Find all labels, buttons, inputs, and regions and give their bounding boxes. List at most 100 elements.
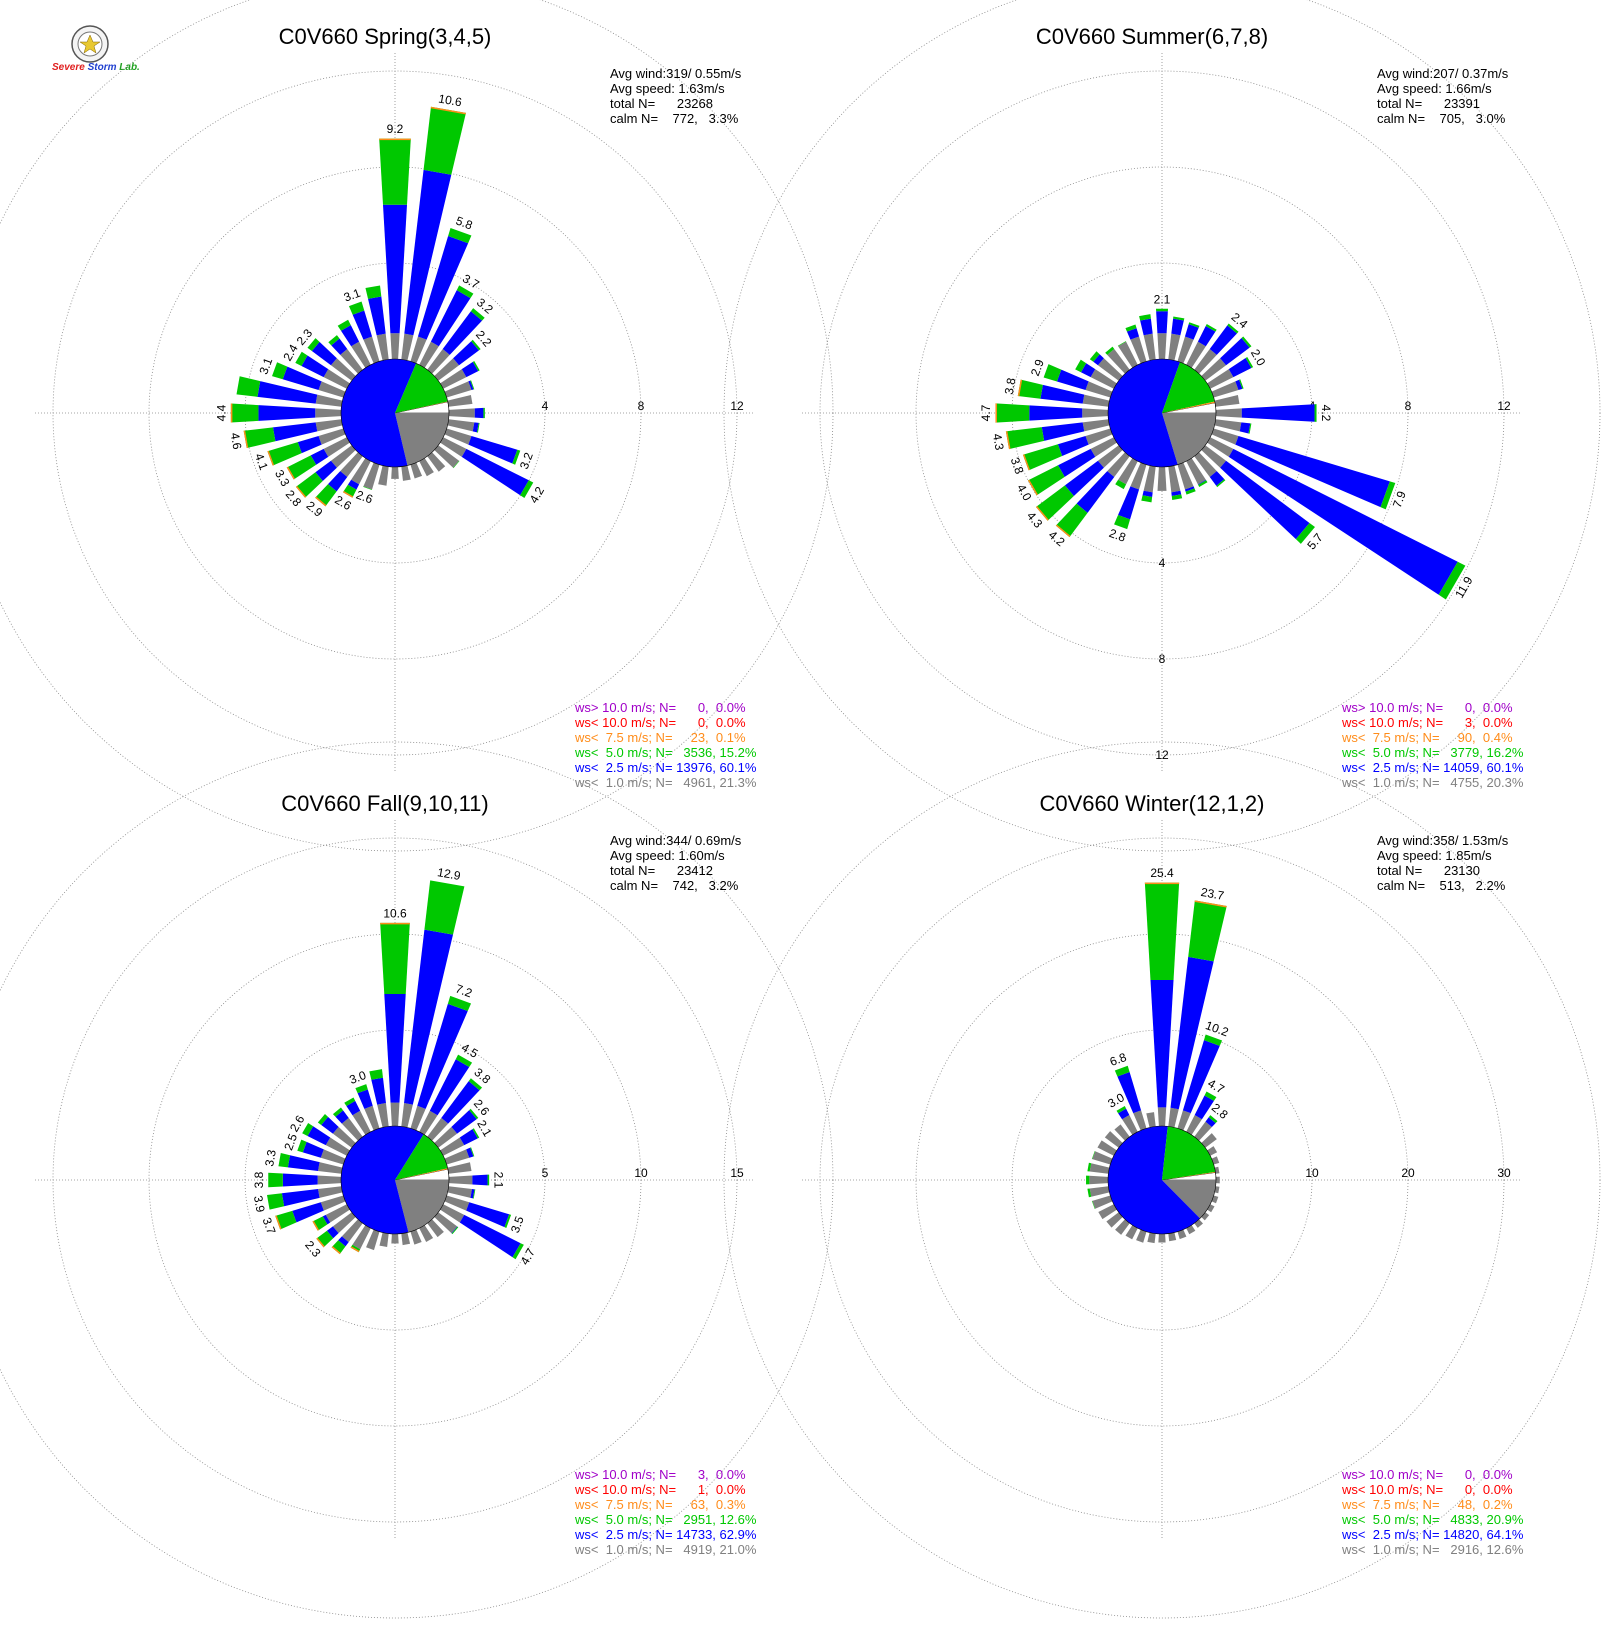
- bar-segment-green: [469, 1108, 479, 1120]
- bar-value-label: 10.6: [383, 906, 407, 920]
- bar-segment-calm: [444, 1149, 470, 1165]
- stat-line: total N= 23268: [610, 96, 713, 111]
- ring-label: 30: [1497, 1166, 1511, 1180]
- legend-entry: ws< 10.0 m/s; N= 0, 0.0%: [1341, 1482, 1513, 1497]
- bar-segment-blue: [461, 448, 529, 496]
- stat-line: total N= 23130: [1377, 863, 1480, 878]
- bar-value-label: 4.1: [252, 451, 271, 472]
- bar-segment-calm: [1168, 1232, 1177, 1242]
- bar-segment-calm: [1097, 1140, 1117, 1156]
- bar-segment-calm: [391, 1233, 399, 1244]
- bar-segment-calm: [1114, 1124, 1130, 1141]
- bar-value-label: 23.7: [1200, 885, 1226, 903]
- bar-segment-green: [332, 1107, 344, 1117]
- bar-segment-orange: [1035, 506, 1049, 521]
- bar-segment-blue: [315, 460, 337, 482]
- bar-value-label: 3.8: [252, 1171, 266, 1188]
- bar-segment-blue: [1057, 435, 1089, 457]
- bar-segment-blue: [1241, 404, 1315, 422]
- bar-segment-calm: [377, 1103, 389, 1128]
- bar-segment-calm: [1186, 1225, 1196, 1235]
- bar-segment-green: [1089, 351, 1100, 362]
- bar-segment-calm: [434, 358, 460, 381]
- bar-segment-calm: [1215, 1176, 1220, 1184]
- bar-segment-calm: [1201, 1212, 1210, 1221]
- bar-segment-calm: [1215, 408, 1242, 418]
- grid-ring: [1011, 1029, 1313, 1331]
- bar-segment-calm: [1107, 348, 1130, 374]
- bar-segment-blue: [459, 1129, 478, 1146]
- bar-segment-calm: [390, 1102, 400, 1127]
- bar-segment-calm: [332, 1126, 356, 1148]
- bar-segment-calm: [1090, 437, 1117, 457]
- bar-segment-calm: [1089, 1186, 1110, 1197]
- bar-segment-green: [1027, 465, 1065, 496]
- bar-segment-blue: [1239, 422, 1251, 434]
- bar-segment-calm: [1118, 458, 1138, 485]
- bar-segment-blue: [352, 310, 373, 340]
- bar-value-label: 3.2: [517, 450, 536, 471]
- bar-segment-green: [317, 1113, 329, 1126]
- bar-segment-green: [331, 1240, 346, 1255]
- bar-segment-calm: [427, 348, 450, 374]
- bar-value-label: 3.3: [262, 1148, 279, 1167]
- bar-segment-green: [1295, 522, 1315, 544]
- bar-segment-blue: [429, 1059, 470, 1116]
- pie-slice-gray: [395, 1180, 449, 1233]
- bar-segment-green: [363, 486, 373, 491]
- bar-segment-green: [1173, 316, 1185, 321]
- bar-segment-calm: [1097, 358, 1123, 381]
- legend-entry: ws< 10.0 m/s; N= 3, 0.0%: [1341, 715, 1513, 730]
- bar-segment-calm: [1136, 1229, 1147, 1243]
- bar-segment-calm: [1085, 428, 1113, 445]
- ring-label: 5: [542, 1166, 549, 1180]
- bar-segment-green: [278, 1153, 291, 1168]
- bar-segment-calm: [1089, 1163, 1110, 1174]
- bar-segment-calm: [1122, 1115, 1138, 1135]
- bar-segment-green: [1185, 488, 1196, 495]
- stat-line: Avg wind:207/ 0.37m/s: [1377, 66, 1509, 81]
- bar-segment-blue: [430, 290, 471, 347]
- bar-segment-green: [472, 1189, 476, 1199]
- bar-segment-green: [230, 403, 259, 423]
- bar-segment-blue: [1220, 460, 1310, 540]
- bar-segment-green: [342, 484, 357, 498]
- bar-segment-green: [1022, 444, 1063, 471]
- bar-segment-green: [1227, 323, 1239, 334]
- ring-label: 10: [634, 1166, 648, 1180]
- bar-segment-calm: [447, 419, 475, 432]
- bar-segment-green: [477, 422, 480, 433]
- bar-segment-green: [512, 449, 521, 465]
- chart-title: C0V660 Spring(3,4,5): [279, 24, 492, 49]
- bar-segment-blue: [1209, 325, 1237, 355]
- bar-segment-orange: [1194, 900, 1227, 908]
- bar-segment-blue: [1205, 1117, 1216, 1128]
- bar-segment-calm: [1157, 333, 1167, 360]
- bar-segment-calm: [315, 408, 342, 418]
- bar-segment-orange: [243, 430, 249, 449]
- seal-icon: [71, 25, 109, 63]
- bar-segment-blue: [1182, 1040, 1220, 1114]
- legend-entry: ws< 7.5 m/s; N= 63, 0.3%: [574, 1497, 746, 1512]
- bar-segment-orange: [1055, 524, 1071, 538]
- bar-segment-calm: [1143, 333, 1156, 361]
- bar-segment-calm: [315, 419, 343, 432]
- bar-segment-blue: [453, 341, 479, 366]
- bar-segment-green: [424, 880, 465, 935]
- bar-segment-calm: [1082, 408, 1109, 418]
- bar-segment-blue: [326, 1226, 339, 1239]
- legend-entry: ws< 2.5 m/s; N= 14820, 64.1%: [1341, 1527, 1524, 1542]
- bar-segment-calm: [1186, 1115, 1202, 1135]
- bar-segment-blue: [322, 1214, 331, 1225]
- pie-slice-orange: [395, 401, 448, 413]
- bar-segment-green: [1087, 1188, 1092, 1198]
- bar-segment-green: [472, 360, 480, 372]
- bar-segment-calm: [318, 1162, 343, 1174]
- bar-segment-blue: [472, 1174, 488, 1186]
- bar-segment-blue: [341, 325, 360, 347]
- bar-segment-blue: [282, 1173, 318, 1187]
- bar-segment-calm: [1104, 1131, 1123, 1148]
- bar-segment-blue: [468, 435, 518, 464]
- grid-ring: [52, 837, 738, 1523]
